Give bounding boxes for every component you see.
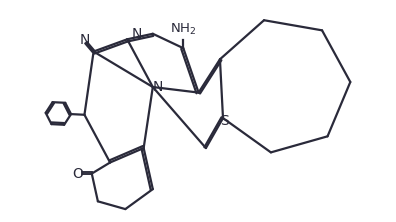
Text: N: N <box>131 27 141 41</box>
Text: N: N <box>153 80 164 94</box>
Text: NH$_2$: NH$_2$ <box>170 22 196 37</box>
Text: N: N <box>80 33 90 47</box>
Text: O: O <box>72 166 83 180</box>
Text: S: S <box>220 114 228 128</box>
